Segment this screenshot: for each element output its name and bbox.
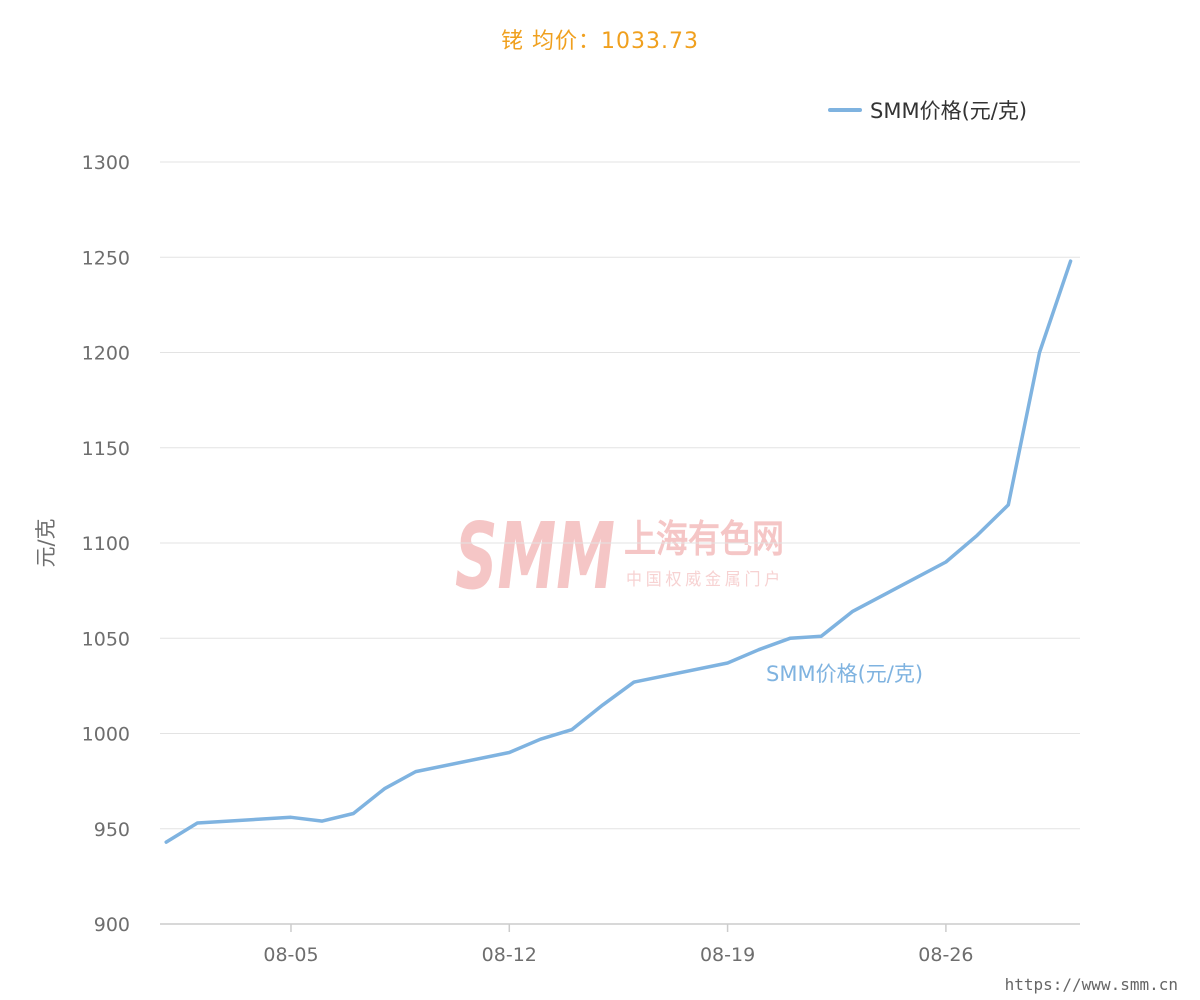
y-tick-label: 1250 (82, 247, 130, 269)
watermark-tagline: 中国权威金属门户 (626, 570, 784, 590)
x-tick-label: 08-26 (918, 944, 973, 966)
y-axis-ticks: 900 950 1000 1050 1100 1150 1200 1250 1300 (82, 152, 130, 936)
series-line-0[interactable] (164, 259, 1073, 844)
y-tick-label: 1150 (82, 438, 130, 460)
y-tick-label: 950 (94, 819, 130, 841)
watermark-name: 上海有色网 (624, 517, 784, 561)
series-inline-label: SMM价格(元/克) (766, 662, 923, 686)
watermark-logo: SMM (455, 503, 615, 610)
y-tick-label: 1000 (82, 724, 130, 746)
y-tick-label: 1200 (82, 343, 130, 365)
y-tick-label: 900 (94, 914, 130, 936)
x-tick-label: 08-12 (482, 944, 537, 966)
series-layer (164, 259, 1073, 844)
legend[interactable]: SMM价格(元/克) (828, 99, 1027, 123)
y-tick-label: 1300 (82, 152, 130, 174)
y-axis-label: 元/克 (34, 518, 58, 567)
chart-title: 铑 均价：1033.73 (501, 29, 699, 54)
grid-lines (160, 161, 1080, 925)
y-tick-label: 1100 (82, 533, 130, 555)
x-tick-label: 08-05 (263, 944, 318, 966)
legend-label: SMM价格(元/克) (870, 99, 1027, 123)
y-tick-label: 1050 (82, 628, 130, 650)
watermark: SMM 上海有色网 中国权威金属门户 (455, 503, 784, 610)
x-tick-label: 08-19 (700, 944, 755, 966)
x-axis: 08-05 08-12 08-19 08-26 (263, 924, 974, 966)
source-url: https://www.smm.cn (1005, 975, 1178, 994)
